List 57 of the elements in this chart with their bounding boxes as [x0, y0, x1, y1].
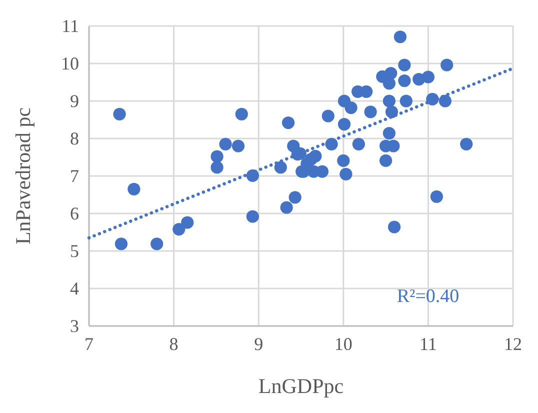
point: [246, 210, 259, 223]
point: [274, 161, 287, 174]
point: [219, 138, 232, 150]
point: [388, 220, 401, 234]
point: [384, 66, 398, 80]
point: [114, 238, 128, 250]
y-tick-label: 7: [70, 166, 79, 186]
point: [352, 138, 365, 150]
point: [394, 30, 407, 44]
y-tick-label: 10: [61, 54, 79, 74]
point: [232, 140, 245, 152]
point: [309, 150, 322, 162]
point: [288, 191, 302, 204]
x-tick-label: 9: [254, 334, 264, 354]
point: [382, 94, 396, 108]
point: [398, 74, 411, 88]
point: [280, 201, 293, 214]
point: [210, 150, 224, 163]
point: [150, 238, 164, 250]
point: [113, 108, 126, 120]
y-tick-label: 5: [70, 241, 79, 261]
y-axis-title: LnPavedroad pc: [11, 107, 35, 245]
point: [438, 94, 452, 108]
point: [422, 70, 434, 84]
x-tick-label: 10: [334, 334, 352, 354]
x-tick-label: 8: [169, 334, 178, 354]
point: [181, 216, 194, 229]
point: [340, 168, 352, 180]
point: [400, 94, 412, 108]
y-tick-label: 3: [70, 316, 79, 336]
x-axis-title: LnGDPpc: [258, 374, 344, 398]
point: [338, 118, 351, 131]
y-tick-label: 4: [70, 278, 79, 298]
point: [380, 154, 392, 167]
x-tick-label: 12: [504, 334, 522, 354]
x-tick-label: 11: [420, 334, 437, 354]
point: [322, 110, 334, 122]
point: [337, 154, 350, 167]
point: [282, 116, 295, 130]
point: [430, 190, 443, 203]
y-tick-label: 6: [70, 204, 79, 224]
point: [128, 182, 140, 196]
point: [382, 126, 396, 140]
point: [210, 161, 224, 174]
annotation: R²=0.40: [396, 286, 460, 307]
y-tick-label: 11: [62, 16, 79, 36]
point: [440, 58, 454, 72]
point: [364, 106, 377, 118]
point: [344, 101, 358, 114]
point: [460, 138, 473, 150]
y-tick-label: 9: [70, 91, 79, 111]
point: [398, 58, 411, 72]
point: [235, 108, 248, 120]
y-tick-label: 8: [70, 128, 79, 148]
x-tick-label: 7: [84, 334, 94, 354]
point: [382, 77, 396, 90]
point: [172, 222, 186, 236]
